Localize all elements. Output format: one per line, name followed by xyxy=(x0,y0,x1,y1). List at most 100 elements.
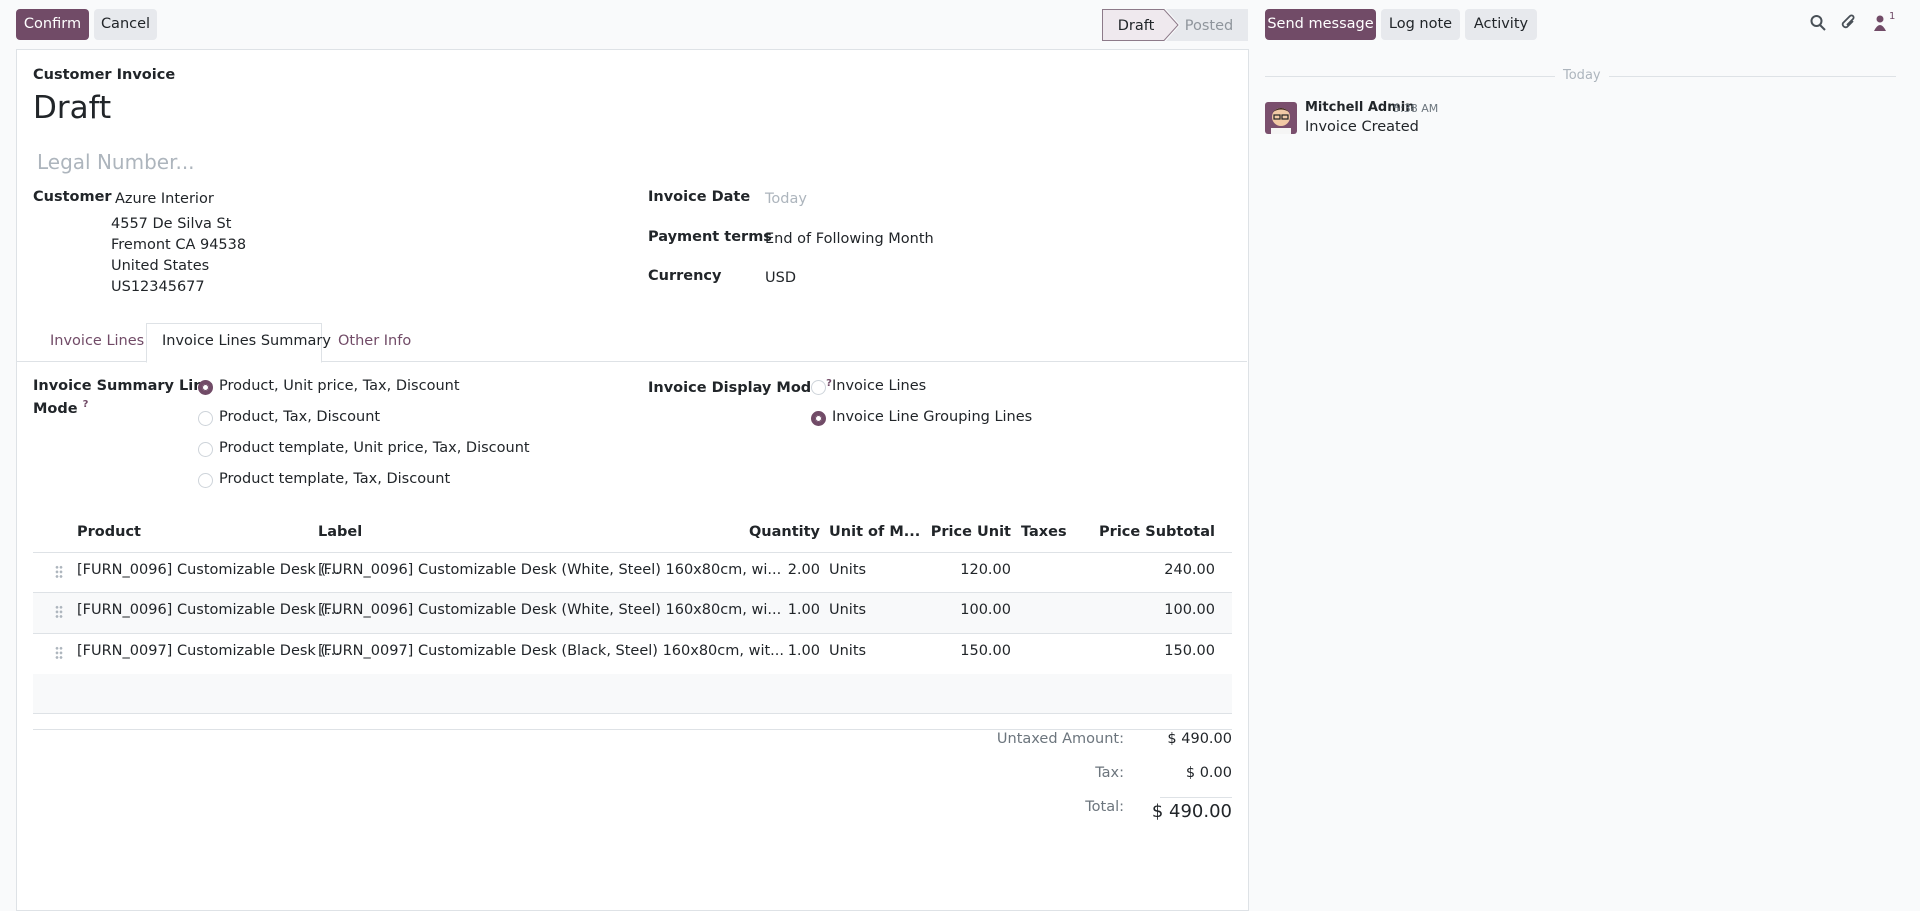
table-cell: 150.00 xyxy=(960,643,1011,659)
radio[interactable] xyxy=(811,380,826,395)
status-label: Draft xyxy=(1118,18,1155,34)
table-cell: 1.00 xyxy=(787,602,820,618)
table-row[interactable] xyxy=(33,552,1232,593)
status-bar: Draft Posted xyxy=(1102,9,1248,41)
drag-handle[interactable] xyxy=(55,646,63,660)
table-cell: [FURN_0096] Customizable Desk (White, St… xyxy=(318,562,782,578)
totals-value: $ 0.00 xyxy=(1185,765,1232,781)
table-cell: [FURN_0096] Customizable Desk (White, St… xyxy=(318,602,782,618)
totals-label: Total: xyxy=(1085,799,1124,815)
table-cell: Units xyxy=(829,602,867,618)
radio[interactable] xyxy=(198,411,213,426)
address-line: United States xyxy=(111,258,210,274)
table-cell: Units xyxy=(829,562,867,578)
totals-label: Tax: xyxy=(1095,765,1124,781)
drag-handle[interactable] xyxy=(55,565,63,579)
followers-icon[interactable] xyxy=(1874,15,1888,31)
radio-label[interactable]: Product, Unit price, Tax, Discount xyxy=(219,378,460,394)
message-author[interactable]: Mitchell Admin xyxy=(1305,100,1415,115)
table-cell: 240.00 xyxy=(1164,562,1215,578)
column-header[interactable]: Price Unit xyxy=(930,524,1011,540)
form-caption: Customer Invoice xyxy=(33,67,176,83)
field-label: Invoice Date xyxy=(648,189,751,205)
table-cell: [FURN_0096] Customizable Desk (... xyxy=(77,562,340,578)
column-header[interactable]: Quantity xyxy=(748,524,820,540)
label-text: Invoice Display Mode xyxy=(648,379,822,396)
address-line: Fremont CA 94538 xyxy=(111,237,247,253)
table-row[interactable] xyxy=(33,633,1232,674)
form-sheet xyxy=(16,49,1249,911)
totals-value: $ 490.00 xyxy=(1167,731,1232,747)
column-header[interactable]: Product xyxy=(77,524,141,540)
table-cell: 100.00 xyxy=(960,602,1011,618)
total-value: $ 490.00 xyxy=(1151,801,1232,822)
drag-handle[interactable] xyxy=(55,605,63,619)
confirm-button[interactable]: Confirm xyxy=(16,9,89,40)
attachment-icon[interactable] xyxy=(1841,13,1857,33)
address-line: US12345677 xyxy=(111,279,205,295)
field-label: Payment terms xyxy=(648,229,772,245)
radio-label[interactable]: Product template, Unit price, Tax, Disco… xyxy=(219,440,530,456)
table-cell: 2.00 xyxy=(787,562,820,578)
payment-terms-input[interactable]: End of Following Month xyxy=(765,231,934,247)
currency-input[interactable]: USD xyxy=(765,270,796,286)
field-label: Customer xyxy=(33,189,112,205)
empty-row xyxy=(33,674,1232,714)
radio-label[interactable]: Product, Tax, Discount xyxy=(219,409,381,425)
activity-button[interactable]: Activity xyxy=(1465,9,1537,40)
field-label: Mode ? xyxy=(33,399,88,417)
form-title: Draft xyxy=(33,90,112,126)
radio-label[interactable]: Product template, Tax, Discount xyxy=(219,471,451,487)
date-label: Today xyxy=(1555,68,1609,83)
address-line: 4557 De Silva St xyxy=(111,216,232,232)
column-header[interactable]: Price Subtotal xyxy=(1099,524,1215,540)
table-cell: 120.00 xyxy=(960,562,1011,578)
table-cell: 100.00 xyxy=(1164,602,1215,618)
radio[interactable] xyxy=(198,380,213,395)
followers-count: 1 xyxy=(1889,11,1896,22)
radio[interactable] xyxy=(198,442,213,457)
tab[interactable]: Invoice Lines Summary xyxy=(162,333,331,349)
send-message-button[interactable]: Send message xyxy=(1265,9,1376,40)
totals-label: Untaxed Amount: xyxy=(996,731,1124,747)
column-header[interactable]: Label xyxy=(318,524,363,540)
help-mark[interactable]: ? xyxy=(826,378,832,389)
table-cell: [FURN_0097] Customizable Desk (... xyxy=(77,643,340,659)
totals-line xyxy=(33,729,1232,730)
cancel-button[interactable]: Cancel xyxy=(94,9,157,40)
table-cell: [FURN_0096] Customizable Desk (... xyxy=(77,602,340,618)
invoice-date-input[interactable]: Today xyxy=(765,191,807,207)
tab[interactable]: Invoice Lines xyxy=(50,333,145,349)
table-cell: [FURN_0097] Customizable Desk (Black, St… xyxy=(318,643,784,659)
legal-number-input[interactable]: Legal Number... xyxy=(37,150,195,174)
table-row[interactable] xyxy=(33,592,1232,633)
log-note-button[interactable]: Log note xyxy=(1381,9,1460,40)
table-cell: 1.00 xyxy=(787,643,820,659)
radio[interactable] xyxy=(198,473,213,488)
field-label: Invoice Display Mode ? xyxy=(648,378,832,396)
avatar xyxy=(1265,102,1297,134)
customer-name[interactable]: Azure Interior xyxy=(115,191,214,207)
column-header[interactable]: Unit of M... xyxy=(829,524,921,540)
total-line xyxy=(1160,797,1232,798)
field-label: Currency xyxy=(648,268,722,284)
tab-line xyxy=(17,361,1247,362)
column-header[interactable]: Taxes xyxy=(1021,524,1067,540)
help-mark[interactable]: ? xyxy=(82,399,89,410)
radio-label[interactable]: Invoice Line Grouping Lines xyxy=(832,409,1033,425)
table-cell: 150.00 xyxy=(1164,643,1215,659)
active-tab[interactable] xyxy=(146,323,322,363)
status-draft[interactable] xyxy=(1102,9,1179,41)
search-icon[interactable] xyxy=(1810,14,1826,32)
message-time: 5:38 AM xyxy=(1393,102,1439,115)
field-label: Invoice Summary Line xyxy=(33,378,214,394)
message-body: Invoice Created xyxy=(1305,119,1419,135)
radio-label[interactable]: Invoice Lines xyxy=(832,378,927,394)
radio[interactable] xyxy=(811,411,826,426)
tab[interactable]: Other Info xyxy=(338,333,412,349)
label-text: Mode xyxy=(33,400,78,417)
table-cell: Units xyxy=(829,643,867,659)
status-posted[interactable] xyxy=(1166,9,1248,41)
status-label: Posted xyxy=(1185,18,1233,34)
